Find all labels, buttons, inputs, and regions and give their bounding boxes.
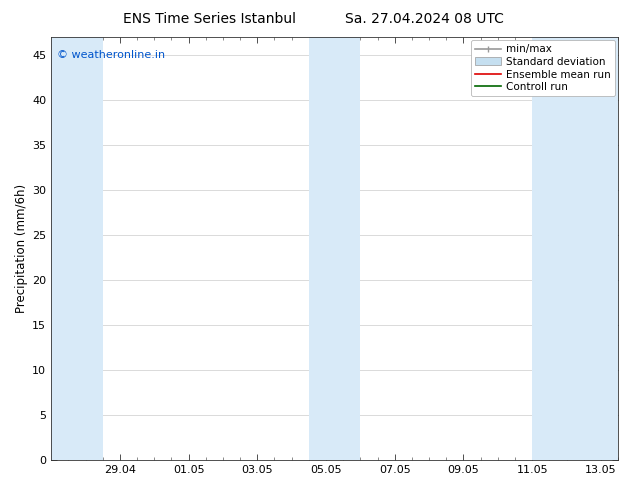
Text: ENS Time Series Istanbul: ENS Time Series Istanbul bbox=[123, 12, 295, 26]
Text: Sa. 27.04.2024 08 UTC: Sa. 27.04.2024 08 UTC bbox=[346, 12, 504, 26]
Bar bbox=[51, 37, 103, 460]
Text: © weatheronline.in: © weatheronline.in bbox=[57, 50, 165, 60]
Legend: min/max, Standard deviation, Ensemble mean run, Controll run: min/max, Standard deviation, Ensemble me… bbox=[470, 40, 615, 97]
Bar bbox=[532, 37, 618, 460]
Y-axis label: Precipitation (mm/6h): Precipitation (mm/6h) bbox=[15, 184, 28, 313]
Bar bbox=[309, 37, 360, 460]
